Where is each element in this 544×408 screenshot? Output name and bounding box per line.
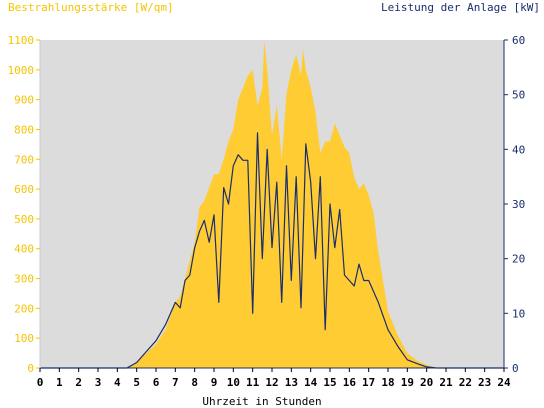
x-axis-title: Uhrzeit in Stunden <box>202 395 321 408</box>
x-tick-label: 6 <box>153 376 160 389</box>
y-left-tick-label: 900 <box>14 94 34 107</box>
x-tick-label: 21 <box>439 376 453 389</box>
x-tick-label: 4 <box>114 376 121 389</box>
x-tick-label: 12 <box>265 376 278 389</box>
power-line-group <box>40 132 504 369</box>
y-right-tick-label: 20 <box>512 253 525 266</box>
y-left-tick-label: 700 <box>14 153 34 166</box>
y-right-tick-label: 40 <box>512 143 525 156</box>
x-tick-label: 18 <box>381 376 394 389</box>
x-tick-label: 9 <box>211 376 218 389</box>
power-line <box>40 132 504 369</box>
x-tick-label: 16 <box>343 376 357 389</box>
x-tick-label: 23 <box>478 376 491 389</box>
x-ticks: 0 1 2 3 4 5 6 7 8 9 10 11 12 13 14 15 16 17 18 19 20 21 22 23 24 <box>37 368 511 389</box>
x-tick-label: 1 <box>56 376 63 389</box>
x-tick-label: 20 <box>420 376 433 389</box>
x-tick-label: 10 <box>227 376 240 389</box>
y-left-tick-label: 300 <box>14 273 34 286</box>
y-right-title: Leistung der Anlage [kW] <box>381 1 540 14</box>
x-tick-label: 22 <box>459 376 472 389</box>
y-right-tick-label: 10 <box>512 307 525 320</box>
x-tick-label: 14 <box>304 376 318 389</box>
x-tick-label: 7 <box>172 376 179 389</box>
y-left-tick-label: 600 <box>14 183 34 196</box>
x-tick-label: 8 <box>191 376 198 389</box>
x-tick-label: 19 <box>401 376 414 389</box>
x-tick-label: 3 <box>95 376 102 389</box>
x-tick-label: 15 <box>323 376 336 389</box>
x-tick-label: 13 <box>285 376 298 389</box>
y-left-tick-label: 1000 <box>8 64 35 77</box>
x-tick-label: 24 <box>497 376 511 389</box>
x-tick-label: 0 <box>37 376 44 389</box>
x-tick-label: 17 <box>362 376 375 389</box>
irradiance-area-group <box>40 40 504 368</box>
y-left-tick-label: 1100 <box>8 34 35 47</box>
x-tick-label: 2 <box>75 376 82 389</box>
x-tick-label: 5 <box>133 376 140 389</box>
y-left-tick-label: 800 <box>14 123 34 136</box>
irradiance-area <box>40 40 504 368</box>
x-tick-label: 11 <box>246 376 260 389</box>
y-right-ticks: 0 10 20 30 40 50 60 <box>504 34 525 375</box>
y-left-tick-label: 400 <box>14 243 34 256</box>
y-left-tick-label: 100 <box>14 332 34 345</box>
y-right-tick-label: 0 <box>512 362 519 375</box>
y-right-tick-label: 50 <box>512 89 525 102</box>
y-right-tick-label: 30 <box>512 198 525 211</box>
y-left-tick-label: 0 <box>27 362 34 375</box>
y-left-ticks: 0 100 200 300 400 500 600 700 800 900 1000 1100 <box>8 34 40 375</box>
y-left-tick-label: 500 <box>14 213 34 226</box>
y-left-tick-label: 200 <box>14 302 34 315</box>
y-right-tick-label: 60 <box>512 34 525 47</box>
y-left-title: Bestrahlungsstärke [W/qm] <box>8 1 174 14</box>
